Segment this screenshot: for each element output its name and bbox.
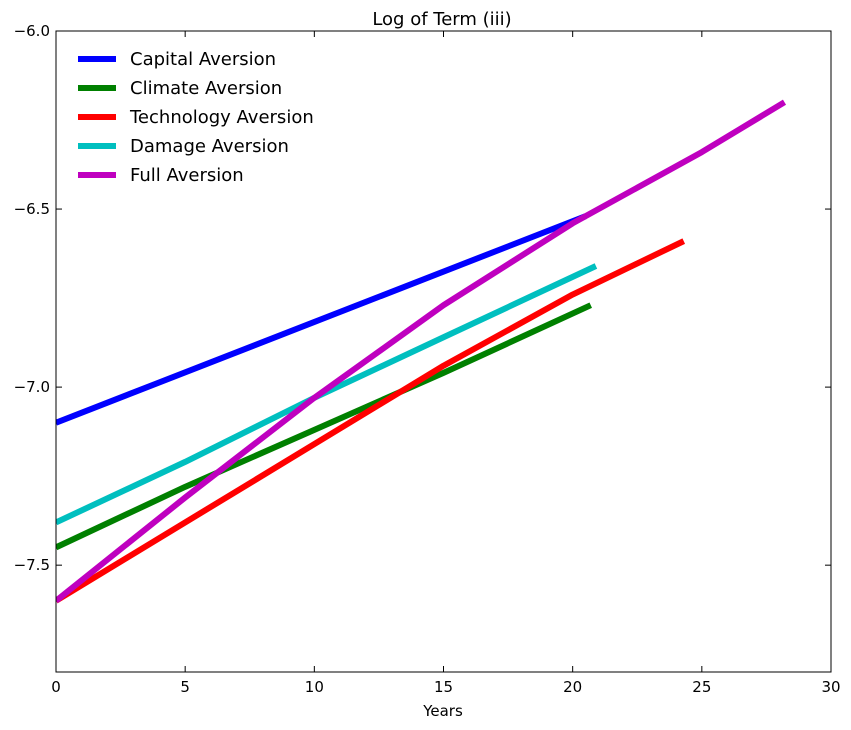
x-tick-label: 0 xyxy=(51,678,61,696)
x-tick-label: 20 xyxy=(563,678,582,696)
series-line-2 xyxy=(56,302,593,551)
axes: 0 5 10 15 20 25 30 −7.5 −7.0 −6.5 −6.0 xyxy=(14,22,841,696)
y-tick-label: −7.5 xyxy=(14,556,50,574)
y-tick-label: −7.0 xyxy=(14,378,50,396)
x-axis-label: Years xyxy=(422,702,463,720)
legend-label: Damage Aversion xyxy=(130,136,289,157)
legend-label: Technology Aversion xyxy=(129,107,314,128)
series-line-1 xyxy=(56,213,587,426)
x-tick-label: 30 xyxy=(821,678,840,696)
x-tick-label: 5 xyxy=(180,678,190,696)
legend-label: Capital Aversion xyxy=(130,49,276,70)
legend-label: Full Aversion xyxy=(130,165,244,186)
legend-label: Climate Aversion xyxy=(130,78,282,99)
x-tick-label: 10 xyxy=(305,678,324,696)
y-tick-label: −6.5 xyxy=(14,200,50,218)
series-lines xyxy=(56,99,787,604)
x-tick-label: 25 xyxy=(692,678,711,696)
legend: Capital Aversion Climate Aversion Technolo… xyxy=(78,49,314,186)
plot-area xyxy=(56,99,787,604)
series-line-5 xyxy=(56,99,787,604)
chart-title: Log of Term (iii) xyxy=(372,9,511,30)
y-tick-label: −6.0 xyxy=(14,22,50,40)
x-tick-label: 15 xyxy=(434,678,453,696)
series-line-3 xyxy=(56,238,686,604)
